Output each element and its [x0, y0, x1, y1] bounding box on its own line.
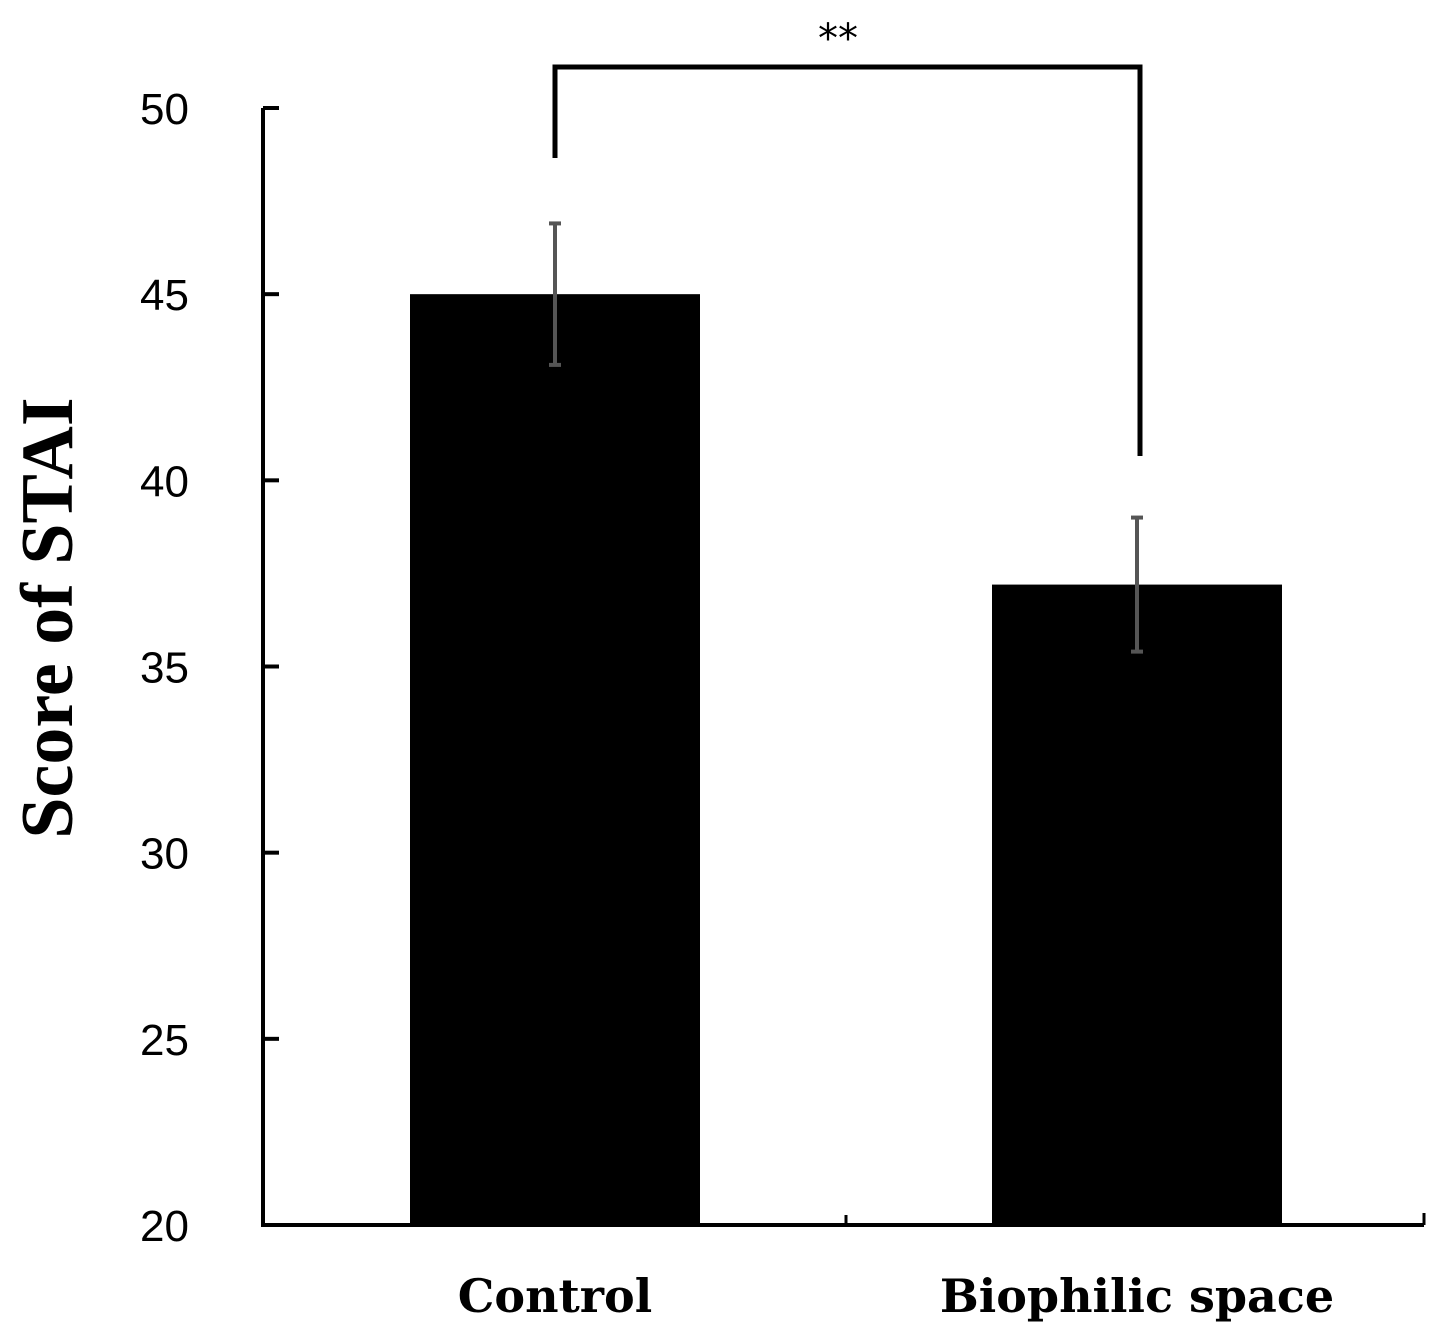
y-tick-label: 35 [140, 644, 189, 693]
y-tick-label: 45 [140, 271, 189, 320]
y-tick-label: 20 [140, 1202, 189, 1251]
x-category-label: Control [458, 1269, 652, 1323]
bar [410, 294, 700, 1226]
y-tick-label: 25 [140, 1016, 189, 1065]
x-category-label: Biophilic space [940, 1269, 1334, 1323]
y-tick-label: 50 [140, 85, 189, 134]
significance-bracket [552, 64, 1143, 456]
y-tick-label: 40 [140, 457, 189, 506]
y-axis-label: Score of STAI [7, 397, 89, 838]
significance-label: ** [818, 16, 858, 62]
bar [992, 584, 1282, 1225]
plot-area: 20 25 30 35 40 45 50 Control Biophilic space ** [140, 16, 1426, 1323]
y-tick-label: 30 [140, 830, 189, 879]
